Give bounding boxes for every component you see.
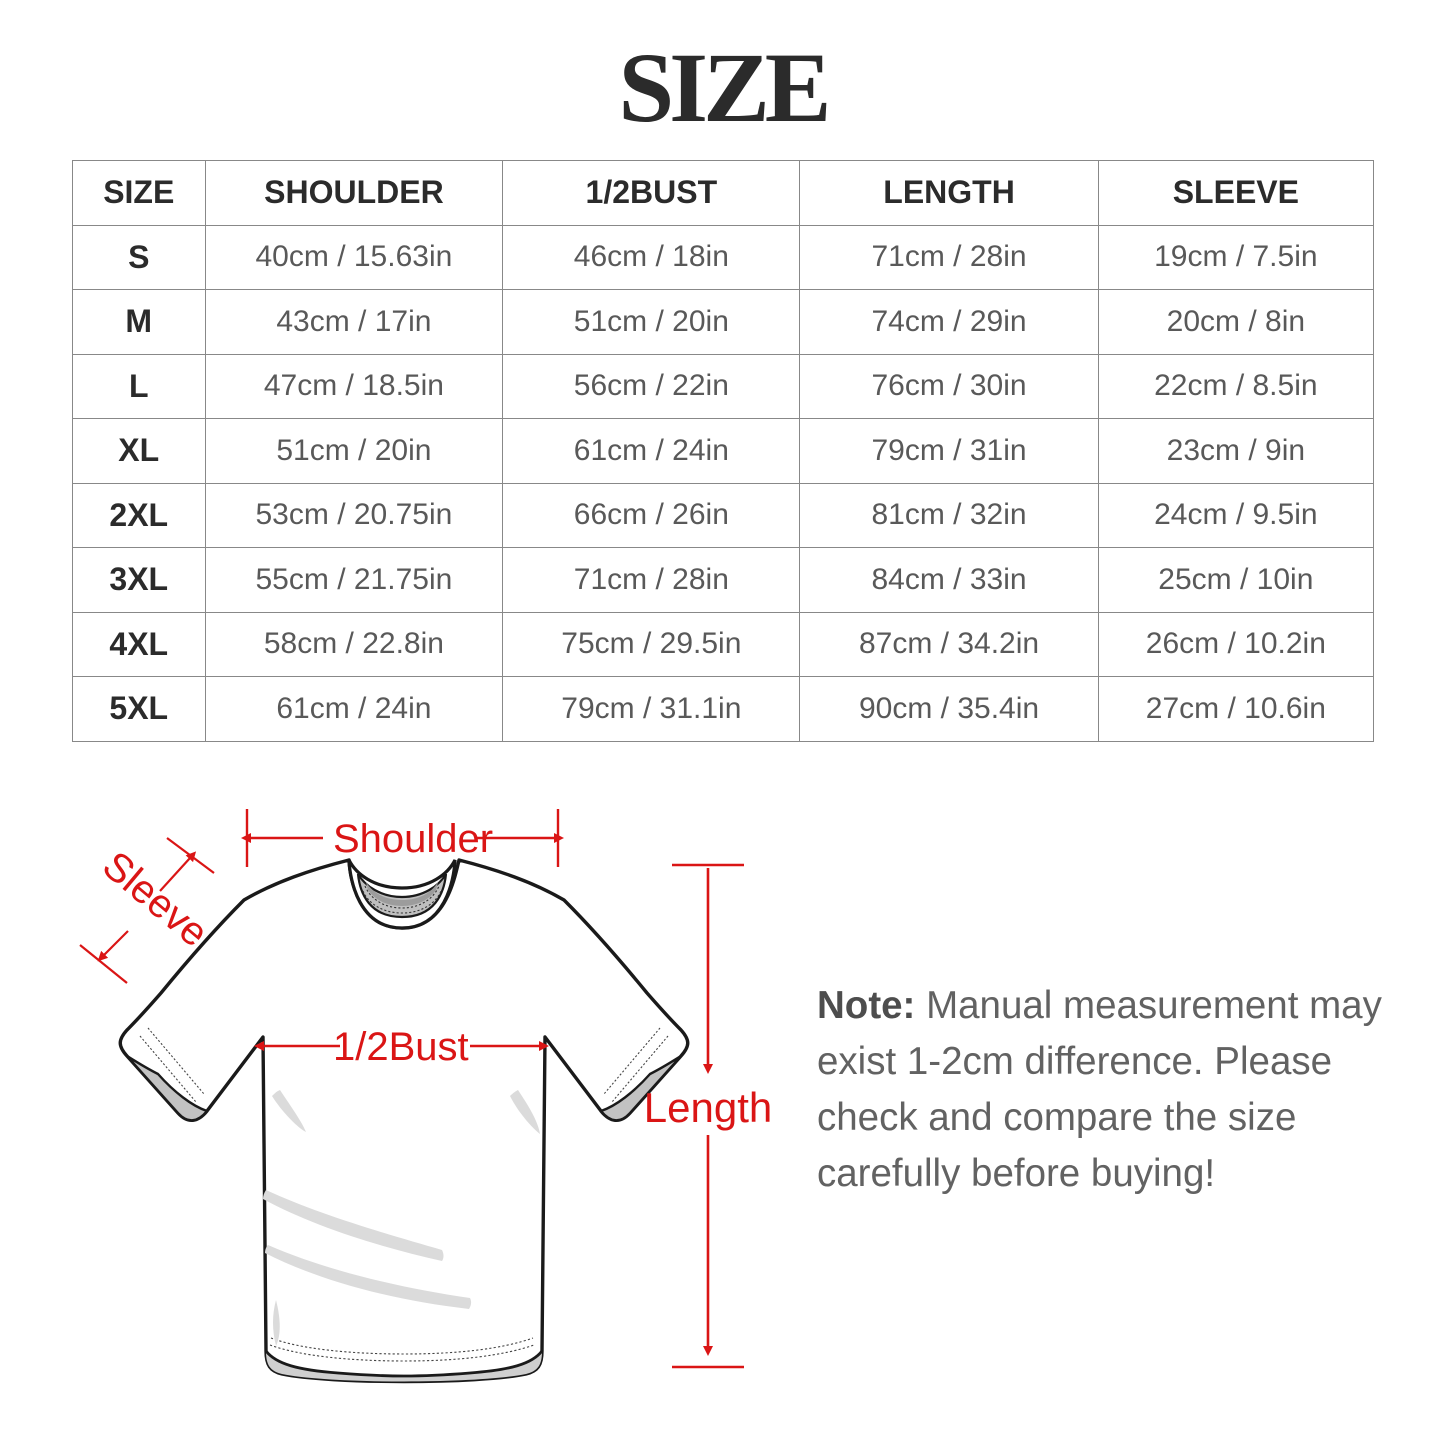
svg-text:Length: Length bbox=[644, 1084, 772, 1131]
svg-text:1/2Bust: 1/2Bust bbox=[333, 1025, 469, 1069]
svg-text:Shoulder: Shoulder bbox=[333, 817, 493, 861]
